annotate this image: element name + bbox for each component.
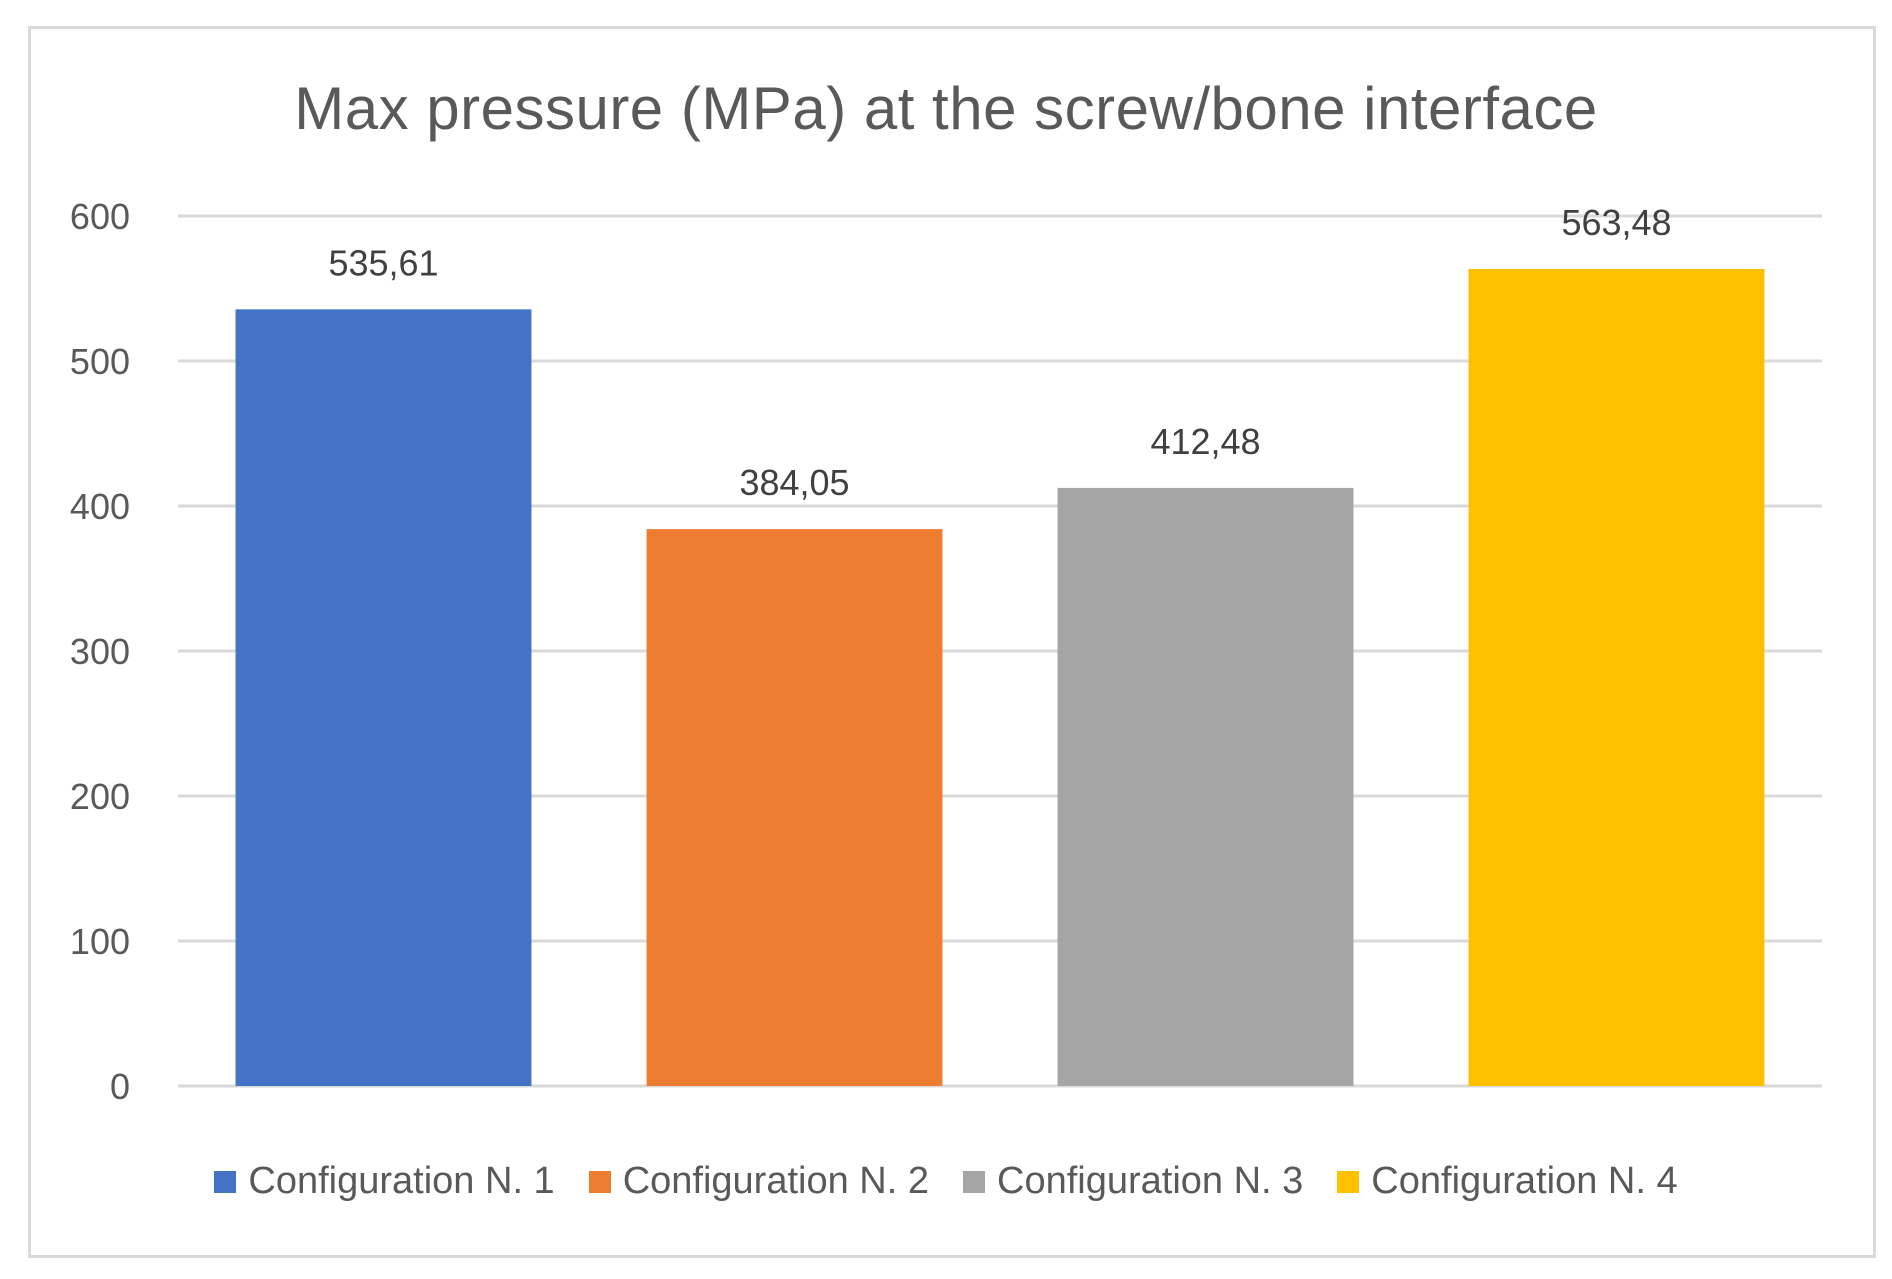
bar — [1057, 487, 1354, 1086]
legend-swatch — [1337, 1170, 1360, 1193]
bar — [1468, 268, 1765, 1087]
legend-label: Configuration N. 4 — [1371, 1160, 1678, 1202]
y-tick-label: 300 — [70, 631, 130, 672]
legend-item: Configuration N. 1 — [214, 1160, 555, 1203]
y-tick-label: 200 — [70, 776, 130, 817]
y-tick-label: 0 — [110, 1066, 130, 1107]
legend-swatch — [963, 1170, 985, 1193]
chart-title: Max pressure (MPa) at the screw/bone int… — [294, 75, 1598, 142]
legend-label: Configuration N. 1 — [248, 1160, 555, 1202]
y-tick-label: 500 — [70, 341, 130, 382]
legend-swatch — [588, 1170, 611, 1193]
y-tick-label: 600 — [70, 196, 130, 237]
data-label: 384,05 — [739, 462, 849, 503]
y-tick-label: 100 — [70, 921, 130, 962]
y-tick-label: 400 — [70, 486, 130, 527]
bar — [646, 529, 943, 1086]
legend-label: Configuration N. 2 — [622, 1160, 929, 1202]
legend-item: Configuration N. 2 — [588, 1160, 929, 1203]
chart-legend: Configuration N. 1 Configuration N. 2 Conf… — [0, 1160, 1892, 1203]
data-label: 412,48 — [1150, 421, 1260, 462]
legend-label: Configuration N. 3 — [997, 1160, 1304, 1202]
legend-swatch — [214, 1170, 237, 1193]
data-label: 563,48 — [1561, 202, 1671, 243]
data-label: 535,61 — [328, 242, 438, 283]
legend-item: Configuration N. 4 — [1337, 1160, 1678, 1203]
legend-item: Configuration N. 3 — [963, 1160, 1303, 1203]
bar — [235, 309, 532, 1087]
